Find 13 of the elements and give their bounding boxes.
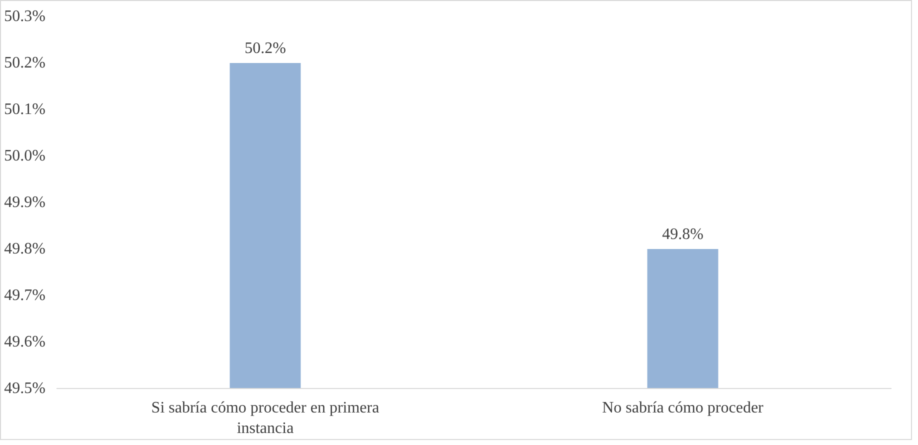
y-tick-label: 49.9%: [4, 194, 46, 211]
data-label: 49.8%: [662, 226, 704, 243]
y-tick-label: 49.5%: [4, 380, 46, 397]
y-tick-label: 49.8%: [4, 240, 46, 258]
y-tick-label: 50.0%: [4, 148, 46, 164]
data-label: 50.2%: [244, 40, 286, 57]
y-tick-label: 50.3%: [4, 8, 46, 25]
y-tick-label: 50.1%: [4, 101, 46, 118]
y-tick-label: 49.7%: [4, 287, 46, 304]
x-tick-label: Si sabría cómo proceder en primera instancia: [151, 400, 380, 437]
y-tick-label: 49.6%: [4, 334, 46, 350]
y-tick-label: 50.2%: [4, 54, 46, 72]
x-tick-label: No sabría cómo proceder: [602, 400, 764, 416]
